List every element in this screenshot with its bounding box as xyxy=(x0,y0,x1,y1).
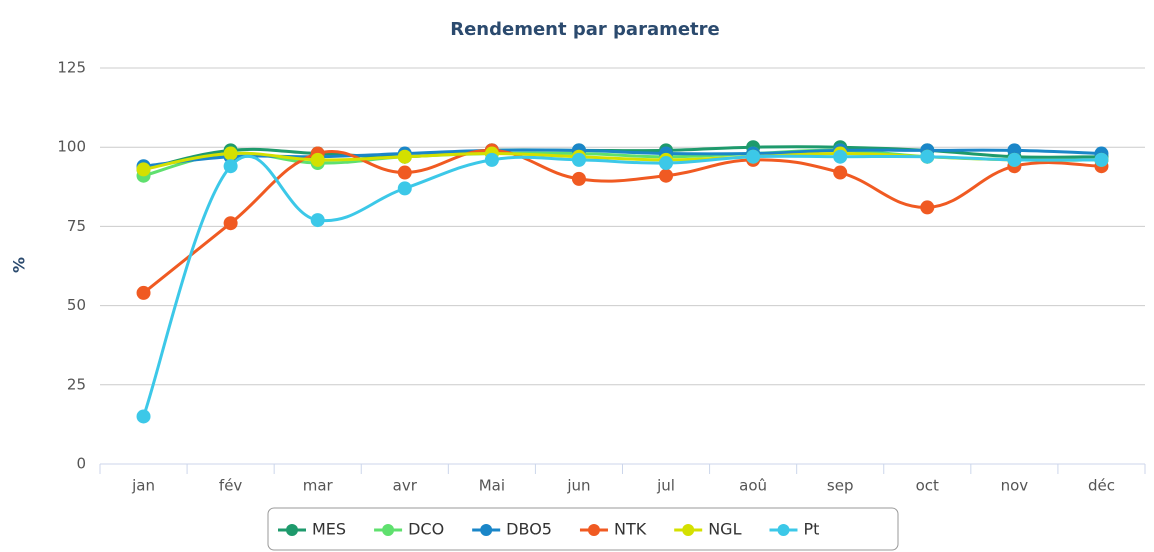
y-tick-label: 100 xyxy=(57,138,86,156)
x-tick-label: sep xyxy=(827,477,854,495)
legend-marker xyxy=(682,524,695,536)
series-line xyxy=(142,154,1102,417)
data-point xyxy=(920,149,935,164)
x-tick-label: jan xyxy=(131,477,155,495)
data-point xyxy=(136,409,151,424)
legend-marker xyxy=(382,524,395,536)
data-point xyxy=(659,156,674,171)
legend-marker xyxy=(587,524,600,536)
data-point xyxy=(571,152,586,167)
data-point xyxy=(746,149,761,164)
y-tick-label: 125 xyxy=(57,59,86,77)
legend-label: NTK xyxy=(614,520,647,539)
data-point xyxy=(223,146,238,161)
x-tick-label: Mai xyxy=(479,477,505,495)
data-point xyxy=(484,152,499,167)
legend-marker xyxy=(480,524,493,536)
data-point xyxy=(310,213,325,228)
x-tick-label: aoû xyxy=(739,477,767,495)
data-point xyxy=(397,149,412,164)
data-point xyxy=(310,152,325,167)
x-tick-label: jun xyxy=(566,477,590,495)
legend-label: NGL xyxy=(708,520,741,539)
data-point xyxy=(223,216,238,231)
data-point xyxy=(397,181,412,196)
x-tick-label: avr xyxy=(393,477,418,495)
data-point xyxy=(833,165,848,180)
legend-marker xyxy=(777,524,790,536)
legend-label: Pt xyxy=(803,520,819,539)
y-tick-label: 25 xyxy=(67,375,86,393)
legend-label: DCO xyxy=(408,520,444,539)
data-point xyxy=(136,285,151,300)
series-line xyxy=(142,148,1102,295)
legend-label: DBO5 xyxy=(506,520,552,539)
y-tick-label: 50 xyxy=(67,296,86,314)
data-point xyxy=(571,171,586,186)
legend-label: MES xyxy=(312,520,346,539)
data-point xyxy=(659,168,674,183)
x-tick-label: nov xyxy=(1001,477,1029,495)
x-tick-label: déc xyxy=(1088,477,1115,495)
x-tick-label: jul xyxy=(656,477,675,495)
x-tick-label: mar xyxy=(303,477,334,495)
data-point xyxy=(920,200,935,215)
data-point xyxy=(1007,152,1022,167)
data-point xyxy=(136,162,151,177)
y-tick-label: 0 xyxy=(76,455,86,473)
x-tick-label: oct xyxy=(916,477,939,495)
data-point xyxy=(223,159,238,174)
data-point xyxy=(397,165,412,180)
y-axis-label: % xyxy=(10,257,29,273)
chart-title: Rendement par parametre xyxy=(450,19,720,40)
data-point xyxy=(1094,152,1109,167)
data-point xyxy=(833,149,848,164)
x-tick-label: fév xyxy=(219,477,243,495)
y-tick-label: 75 xyxy=(67,217,86,235)
legend-marker xyxy=(286,524,298,536)
